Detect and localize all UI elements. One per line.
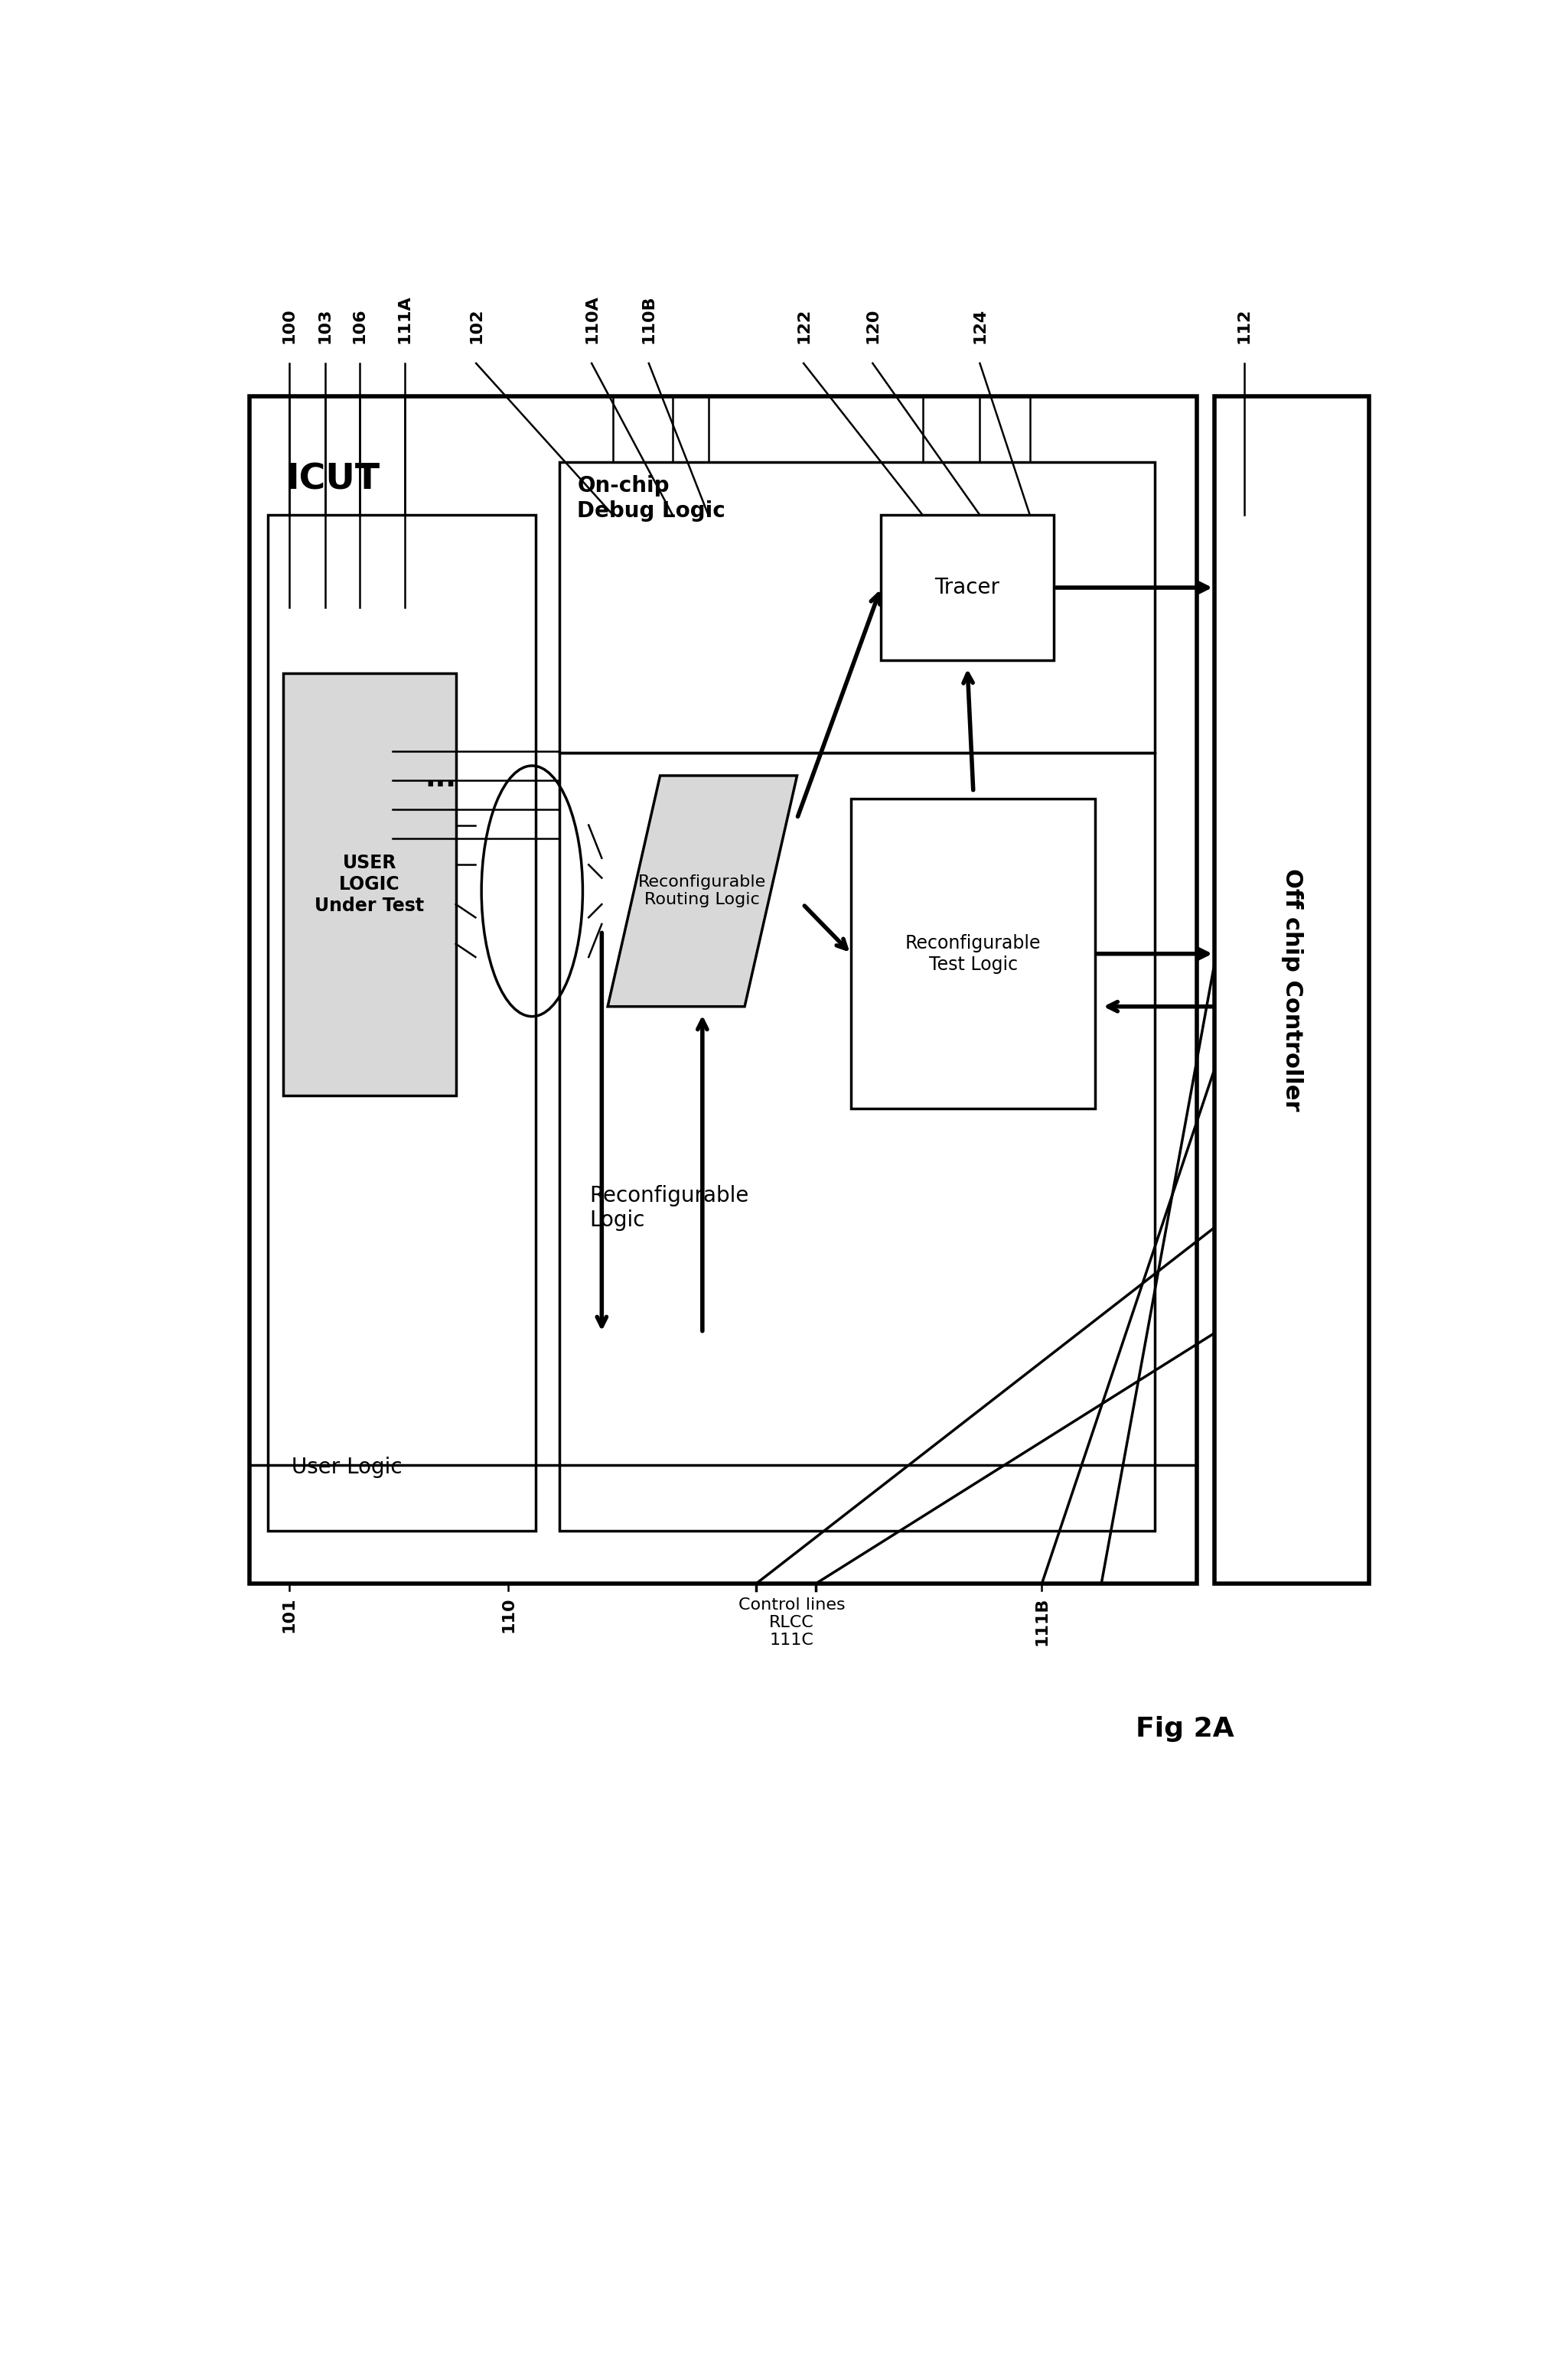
Text: 101: 101 [282,1597,296,1633]
Text: 103: 103 [317,307,332,343]
Text: 110A: 110A [583,295,599,343]
Text: Reconfigurable
Routing Logic: Reconfigurable Routing Logic [638,873,767,907]
Text: Fig 2A: Fig 2A [1135,1716,1234,1742]
Text: Tracer: Tracer [935,576,1000,597]
Bar [881,514,1054,659]
Text: USER
LOGIC
Under Test: USER LOGIC Under Test [315,854,425,914]
Bar [560,752,1156,1530]
Text: 111A: 111A [397,295,412,343]
Text: 110B: 110B [641,295,657,343]
Text: 102: 102 [469,307,485,343]
Text: 110: 110 [500,1597,516,1633]
Bar [284,674,456,1095]
Text: 120: 120 [866,307,880,343]
Text: Off chip Controller: Off chip Controller [1281,869,1303,1111]
Text: Reconfigurable
Logic: Reconfigurable Logic [590,1185,748,1230]
Text: 100: 100 [282,307,296,343]
Text: 106: 106 [351,307,367,343]
Polygon shape [608,776,797,1007]
Bar [560,462,1156,752]
Text: ...: ... [425,766,456,793]
Text: 112: 112 [1237,307,1251,343]
Text: ICUT: ICUT [285,462,379,497]
Text: Reconfigurable
Test Logic: Reconfigurable Test Logic [905,933,1041,973]
Text: Control lines
RLCC
111C: Control lines RLCC 111C [739,1597,845,1647]
Text: 111B: 111B [1035,1597,1049,1645]
Bar [249,397,1196,1583]
Bar [268,514,536,1530]
Text: 122: 122 [797,307,811,343]
Text: 124: 124 [972,307,988,343]
Text: User Logic: User Logic [292,1457,401,1478]
Bar [1215,397,1369,1583]
Text: On-chip
Debug Logic: On-chip Debug Logic [577,476,726,521]
Bar [851,800,1096,1109]
